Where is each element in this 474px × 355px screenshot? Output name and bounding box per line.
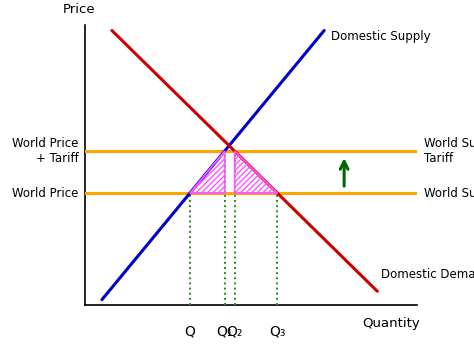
Text: Q₃: Q₃ bbox=[269, 325, 286, 339]
Text: World Supply +
Tariff: World Supply + Tariff bbox=[424, 137, 474, 165]
Text: World Supply: World Supply bbox=[424, 187, 474, 200]
Text: Domestic Supply: Domestic Supply bbox=[331, 31, 430, 43]
Text: Quantity: Quantity bbox=[363, 317, 420, 329]
Text: Domestic Demand: Domestic Demand bbox=[381, 268, 474, 281]
Text: Q₂: Q₂ bbox=[227, 325, 243, 339]
Text: World Price
+ Tariff: World Price + Tariff bbox=[12, 137, 79, 165]
Text: Price: Price bbox=[63, 4, 95, 16]
Text: Q: Q bbox=[184, 325, 195, 339]
Text: Q₁: Q₁ bbox=[217, 325, 233, 339]
Text: World Price: World Price bbox=[12, 187, 79, 200]
